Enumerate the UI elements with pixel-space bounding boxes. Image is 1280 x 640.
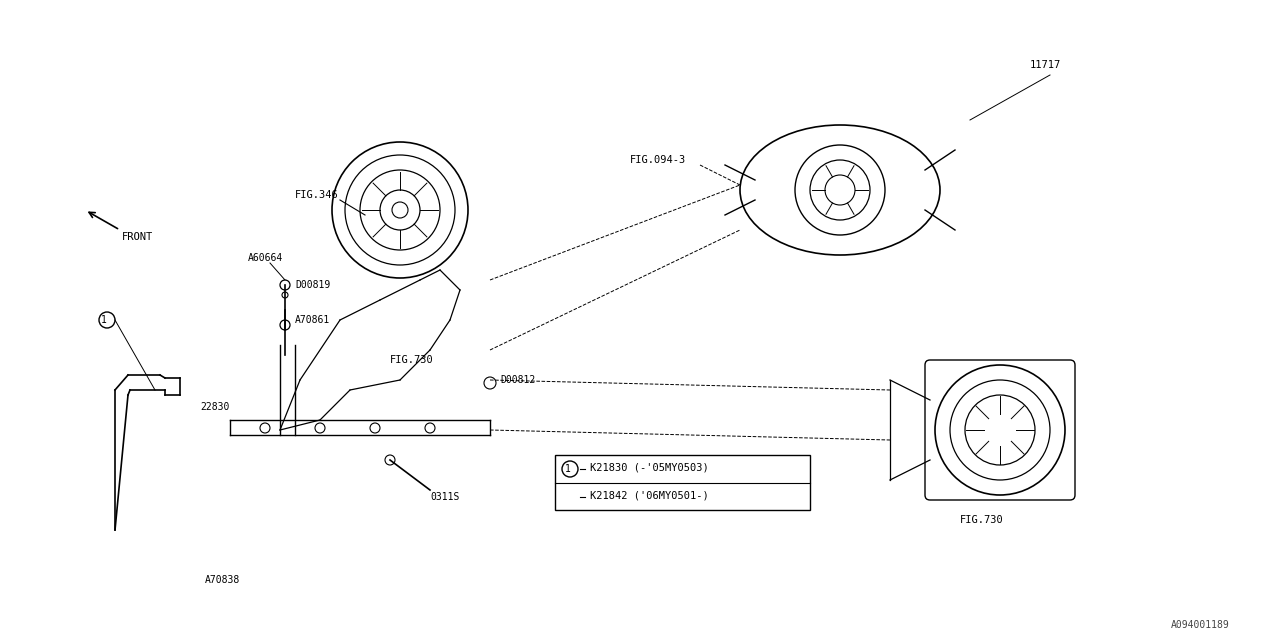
Text: K21830 (-'05MY0503): K21830 (-'05MY0503)	[590, 463, 709, 473]
Circle shape	[385, 455, 396, 465]
Circle shape	[99, 312, 115, 328]
Text: 0311S: 0311S	[430, 492, 460, 502]
Circle shape	[280, 280, 291, 290]
Circle shape	[934, 365, 1065, 495]
Circle shape	[810, 160, 870, 220]
Text: FRONT: FRONT	[122, 232, 154, 242]
Text: A094001189: A094001189	[1171, 620, 1229, 630]
Text: K21842 ('06MY0501-): K21842 ('06MY0501-)	[590, 491, 709, 501]
Circle shape	[965, 395, 1036, 465]
Circle shape	[392, 202, 408, 218]
Circle shape	[282, 292, 288, 298]
Circle shape	[260, 423, 270, 433]
Circle shape	[380, 190, 420, 230]
Text: 1: 1	[564, 464, 571, 474]
Circle shape	[370, 423, 380, 433]
Bar	[556, 455, 810, 510]
Circle shape	[795, 145, 884, 235]
Text: A70861: A70861	[294, 315, 330, 325]
Text: A70838: A70838	[205, 575, 241, 585]
Text: FIG.346: FIG.346	[294, 190, 339, 200]
Text: 1: 1	[101, 315, 108, 325]
Circle shape	[360, 170, 440, 250]
Circle shape	[315, 423, 325, 433]
Circle shape	[346, 155, 454, 265]
Text: A60664: A60664	[248, 253, 283, 263]
Circle shape	[950, 380, 1050, 480]
Circle shape	[826, 175, 855, 205]
Circle shape	[425, 423, 435, 433]
Text: D00819: D00819	[294, 280, 330, 290]
Circle shape	[986, 415, 1015, 445]
Text: FIG.094-3: FIG.094-3	[630, 155, 686, 165]
Text: 11717: 11717	[1030, 60, 1061, 70]
Circle shape	[484, 377, 497, 389]
Circle shape	[562, 461, 579, 477]
Circle shape	[332, 142, 468, 278]
Circle shape	[950, 380, 1050, 480]
Ellipse shape	[740, 125, 940, 255]
Circle shape	[280, 320, 291, 330]
FancyBboxPatch shape	[925, 360, 1075, 500]
Text: 22830: 22830	[200, 402, 229, 412]
Text: FIG.730: FIG.730	[960, 515, 1004, 525]
Text: FIG.730: FIG.730	[390, 355, 434, 365]
Circle shape	[965, 395, 1036, 465]
Text: D00812: D00812	[500, 375, 535, 385]
Circle shape	[934, 365, 1065, 495]
